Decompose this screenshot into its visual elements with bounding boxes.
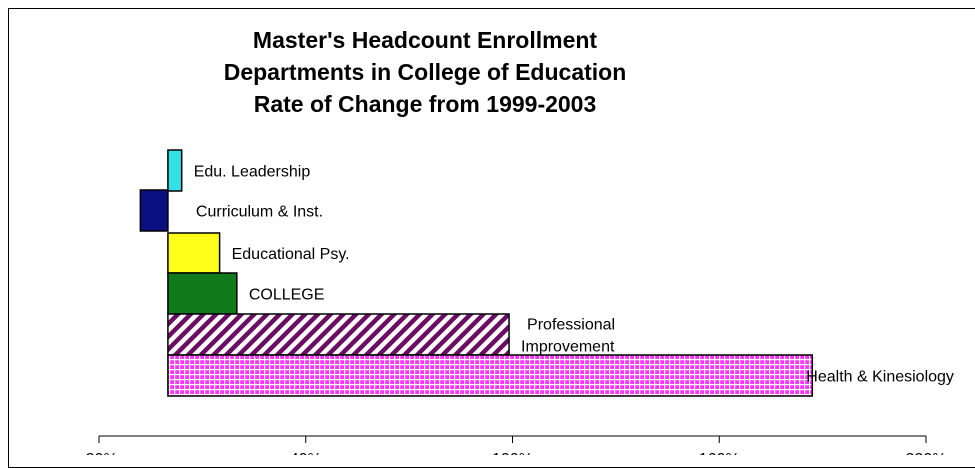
bar-5 <box>167 313 510 356</box>
chart-title-line-1: Master's Headcount Enrollment <box>252 27 598 53</box>
chart-title-line-2: Departments in College of Education <box>223 59 627 85</box>
bar-label-5-line-1: Professional <box>527 317 615 334</box>
bar-label-1: Edu. Leadership <box>194 164 311 181</box>
bar-6 <box>167 354 814 397</box>
x-axis: -20% 40% 100% 160% 220% <box>80 435 947 455</box>
bar-label-4: COLLEGE <box>249 287 325 304</box>
x-tick-label-4: 160% <box>699 451 740 455</box>
chart-title-line-3: Rate of Change from 1999-2003 <box>253 91 597 117</box>
chart-frame: Master's Headcount Enrollment Department… <box>8 8 975 468</box>
bar-1 <box>167 149 183 192</box>
bars-group: Edu. Leadership Curriculum & Inst. Educati… <box>139 149 954 397</box>
bar-label-2: Curriculum & Inst. <box>196 204 323 221</box>
bar-label-3: Educational Psy. <box>232 246 350 263</box>
bar-4 <box>167 272 238 315</box>
x-tick-label-1: -20% <box>80 451 117 455</box>
bar-label-5-line-2: Improvement <box>521 339 615 356</box>
bar-chart: Edu. Leadership Curriculum & Inst. Educati… <box>80 149 954 455</box>
bar-2 <box>139 189 169 232</box>
x-tick-label-3: 100% <box>492 451 533 455</box>
bar-3 <box>167 232 221 274</box>
x-tick-label-5: 220% <box>906 451 947 455</box>
bar-label-6: Health & Kinesiology <box>806 369 954 386</box>
x-tick-label-2: 40% <box>290 451 322 455</box>
